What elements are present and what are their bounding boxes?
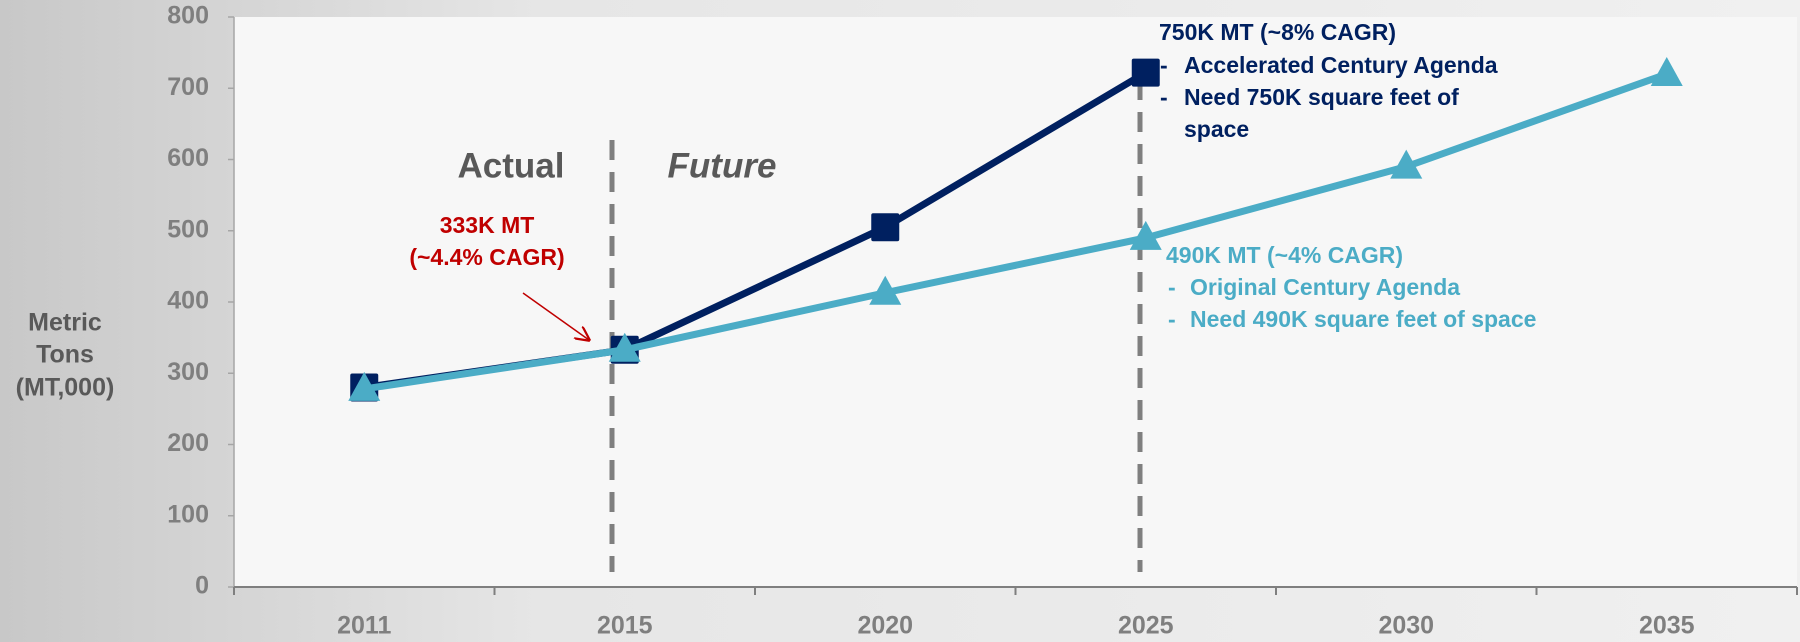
y-tick-label: 200: [167, 429, 209, 457]
marker: [348, 371, 381, 401]
bullet: -: [1168, 274, 1176, 300]
y-axis-label: Metric: [28, 309, 102, 337]
bullet: -: [1160, 84, 1168, 110]
annotation: Need 490K square feet of space: [1190, 306, 1536, 332]
x-tick-label: 2020: [857, 612, 913, 640]
y-tick-label: 100: [167, 500, 209, 528]
phase-label: Actual: [458, 146, 565, 185]
x-tick-label: 2035: [1639, 612, 1695, 640]
annotation: (~4.4% CAGR): [409, 244, 564, 270]
bullet: -: [1168, 306, 1176, 332]
y-tick-label: 800: [167, 2, 209, 30]
y-tick-label: 400: [167, 287, 209, 315]
y-tick-label: 300: [167, 358, 209, 386]
y-axis-label: Tons: [36, 341, 94, 369]
y-axis-label: (MT,000): [16, 374, 115, 402]
arrow: [522, 292, 589, 340]
bullet: -: [1160, 52, 1168, 78]
plot-area: [234, 17, 1797, 587]
annotation: Accelerated Century Agenda: [1184, 52, 1498, 78]
x-tick-label: 2015: [597, 612, 653, 640]
annotation: Need 750K square feet of: [1184, 84, 1459, 110]
phase-label: Future: [668, 146, 777, 185]
marker: [1650, 57, 1683, 86]
marker: [1131, 58, 1160, 87]
y-tick-label: 700: [167, 73, 209, 101]
marker: [871, 213, 900, 242]
x-tick-label: 2011: [337, 612, 391, 640]
x-tick-label: 2025: [1118, 612, 1174, 640]
annotation: 490K MT (~4% CAGR): [1166, 242, 1403, 268]
marker: [1390, 149, 1423, 179]
annotation: space: [1184, 116, 1249, 142]
series-line: [363, 70, 1668, 393]
marker: [608, 332, 641, 362]
annotation: Original Century Agenda: [1190, 274, 1460, 300]
y-tick-label: 600: [167, 144, 209, 172]
y-tick-label: 500: [167, 215, 209, 243]
marker: [869, 275, 902, 305]
annotation: 333K MT: [440, 212, 535, 238]
x-tick-label: 2030: [1378, 612, 1434, 640]
marker: [1129, 220, 1162, 250]
y-tick-label: 0: [195, 572, 209, 600]
annotation: 750K MT (~8% CAGR): [1159, 19, 1396, 45]
